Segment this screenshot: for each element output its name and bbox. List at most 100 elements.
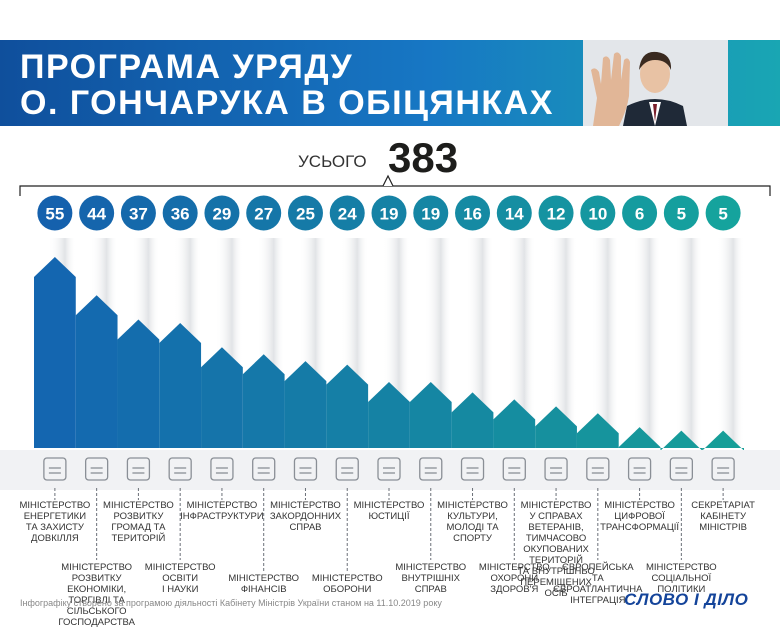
category-label-line: У СПРАВАХ — [529, 511, 583, 522]
category-label-line: МІНІСТЕРСТВО — [353, 500, 425, 511]
value-circle — [246, 195, 282, 231]
category-label-line: СОЦІАЛЬНОЇ — [651, 573, 712, 584]
handshake-icon — [502, 457, 526, 481]
bar — [618, 427, 661, 448]
category-label-line: І НАУКИ — [161, 584, 199, 595]
bar — [284, 361, 327, 448]
category-label-line: ЄВРОПЕЙСЬКА — [561, 562, 634, 573]
category-label: МІНІСТЕРСТВО ЦИФРОВОЇ ТРАНСФОРМАЦІЇ — [592, 500, 688, 533]
category-label-line: КУЛЬТУРИ, — [447, 511, 498, 522]
category-label-line: ОСВІТИ — [162, 573, 199, 584]
category-label: МІНІСТЕРСТВО ЕНЕРГЕТИКИ ТА ЗАХИСТУ ДОВКІЛЛЯ — [7, 500, 103, 544]
category-label-line: МІНІСТРІВ — [699, 522, 747, 533]
category-label-line: ВЕТЕРАНІВ, ТИМЧАСОВО — [525, 522, 587, 544]
value-circle — [371, 195, 407, 231]
eu-nato-icon — [586, 457, 610, 481]
category-label: МІНІСТЕРСТВО ІНФРАСТРУКТУРИ — [174, 500, 270, 522]
bar — [117, 319, 160, 448]
category-label-line: МІНІСТЕРСТВО — [270, 500, 341, 511]
column-shadow — [675, 238, 703, 448]
category-label: МІНІСТЕРСТВО ФІНАНСІВ — [216, 573, 312, 595]
display-icon — [627, 457, 652, 481]
category-label-line: ТА ЗАХИСТУ — [25, 522, 84, 533]
category-label: МІНІСТЕРСТВО РОЗВИТКУ ГРОМАД ТА ТЕРИТОРІЙ — [90, 500, 186, 544]
category-label: МІНІСТЕРСТВО ОСВІТИ І НАУКИ — [132, 562, 228, 595]
category-label-line: ГРОМАД ТА — [111, 522, 166, 533]
value-circle — [79, 195, 115, 231]
category-label-line: ЕКОНОМІКИ, ТОРГІВЛІ ТА — [67, 584, 127, 606]
total-value: 383 — [388, 134, 459, 181]
value-circle — [538, 195, 574, 231]
category-label-line: ФІНАНСІВ — [240, 584, 287, 595]
category-label-line: ТЕРИТОРІЙ — [111, 533, 166, 544]
column-shadow — [591, 238, 619, 448]
category-label: МІНІСТЕРСТВО КУЛЬТУРИ, МОЛОДІ ТА СПОРТУ — [425, 500, 521, 544]
bar — [660, 430, 703, 451]
value-label: 10 — [588, 205, 607, 224]
category-label: МІНІСТЕРСТВО СОЦІАЛЬНОЇ ПОЛІТИКИ — [633, 562, 729, 595]
category-label-line: МІНІСТЕРСТВО — [437, 500, 508, 511]
bar — [326, 364, 369, 448]
category-label-line: МІНІСТЕРСТВО — [19, 500, 91, 511]
bar — [159, 322, 202, 448]
theater-masks-icon — [460, 457, 485, 481]
category-label-line: ПОЛІТИКИ — [657, 584, 706, 595]
category-label: МІНІСТЕРСТВО ЗАКОРДОННИХ СПРАВ — [257, 500, 353, 533]
bar — [75, 295, 118, 448]
slovo-i-dilo-logo: СЛОВО І ДІЛО — [624, 590, 749, 609]
value-circle — [329, 195, 365, 231]
category-label-line: МОЛОДІ ТА — [446, 522, 499, 533]
map-icon — [126, 457, 151, 481]
value-circle — [37, 195, 73, 231]
soldier-icon — [544, 457, 568, 481]
category-label-line: ЮСТИЦІЇ — [368, 511, 410, 522]
category-label-line: ЕНЕРГЕТИКИ — [23, 511, 87, 522]
bar — [576, 413, 619, 448]
category-label-line: ТРАНСФОРМАЦІЇ — [600, 522, 680, 533]
title-line-2: О. ГОНЧАРУКА В ОБІЦЯНКАХ — [20, 84, 554, 122]
title-line-1: ПРОГРАМА УРЯДУ — [20, 48, 354, 86]
value-label: 5 — [677, 205, 686, 224]
value-label: 24 — [338, 205, 357, 224]
bar — [34, 257, 76, 448]
value-circle — [663, 195, 699, 231]
column-shadow — [633, 238, 661, 448]
value-label: 16 — [463, 205, 482, 224]
city-icon — [210, 457, 234, 481]
bar — [451, 392, 494, 448]
value-label: 27 — [254, 205, 273, 224]
value-circle — [287, 195, 323, 231]
category-label-line: СПОРТУ — [453, 533, 492, 544]
value-circle — [622, 195, 658, 231]
category-label-line: МІНІСТЕРСТВО — [228, 573, 300, 584]
category-label-line: ПЕРЕМІЩЕНИХ ОСІБ — [520, 577, 592, 599]
prime-minister-photo — [583, 40, 728, 126]
category-label-line: СЕКРЕТАРІАТ — [691, 500, 755, 511]
column-shadow — [716, 238, 744, 448]
category-label-line: ОХОРОНИ — [490, 573, 539, 584]
value-label: 19 — [421, 205, 440, 224]
value-circle — [120, 195, 156, 231]
category-label-line: СІЛЬСЬКОГО ГОСПОДАРСТВА — [58, 606, 135, 628]
bar — [201, 347, 243, 448]
total-bracket — [19, 185, 771, 196]
bar — [535, 406, 577, 448]
value-circle — [455, 195, 491, 231]
bar — [493, 399, 536, 448]
bar — [409, 382, 452, 448]
value-label: 6 — [635, 205, 644, 224]
bar — [368, 382, 410, 448]
category-label-line: ОКУПОВАНИХ ТЕРИТОРІЙ — [523, 544, 589, 566]
value-label: 55 — [45, 205, 64, 224]
category-label-line: МІНІСТЕРСТВО — [311, 573, 383, 584]
scales-icon — [377, 457, 401, 481]
value-label: 12 — [547, 205, 566, 224]
category-label-line: МІНІСТЕРСТВО — [478, 562, 550, 573]
category-label: МІНІСТЕРСТВО ОБОРОНИ — [299, 573, 395, 595]
category-label: ЄВРОПЕЙСЬКА ТА ЄВРОАТЛАНТИЧНА ІНТЕГРАЦІЯ — [550, 562, 646, 606]
meeting-icon — [711, 457, 735, 481]
category-label-line: РОЗВИТКУ — [113, 511, 164, 522]
category-label-line: МІНІСТЕРСТВО — [520, 500, 592, 511]
category-label-line: ДОВКІЛЛЯ — [31, 533, 79, 544]
